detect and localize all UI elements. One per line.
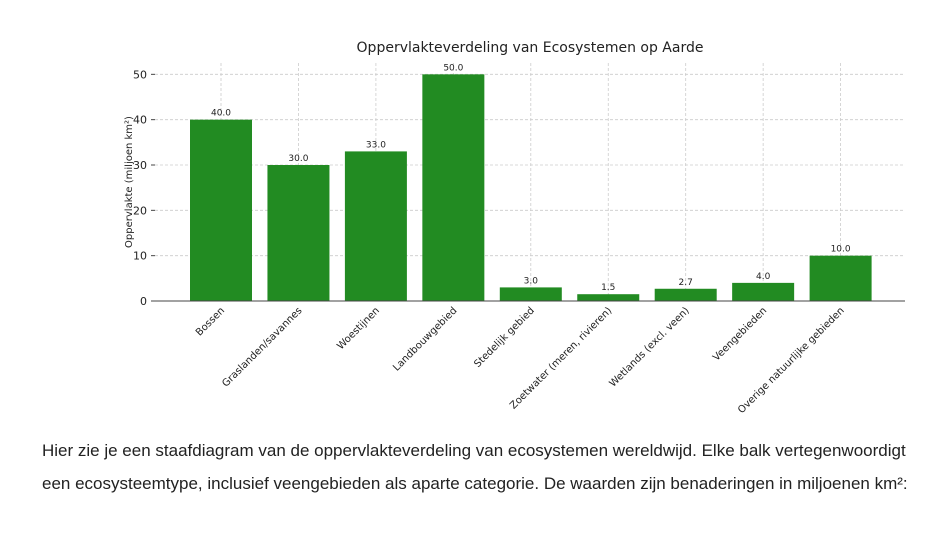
data-label: 40.0: [211, 109, 231, 119]
paragraph: Hier zie je een staafdiagram van de oppe…: [42, 441, 908, 493]
y-tick-label: 40: [133, 114, 147, 127]
x-tick-label: Veengebieden: [711, 305, 769, 363]
bar: [732, 282, 795, 301]
y-tick-label: 30: [133, 159, 147, 172]
y-tick-label: 0: [140, 295, 147, 308]
x-tick-label: Landbouwgebied: [391, 305, 459, 373]
chart-title: Oppervlakteverdeling van Ecosystemen op …: [357, 40, 704, 56]
y-axis-label: Oppervlakte (miljoen km²): [124, 116, 135, 248]
data-label: 1.5: [601, 283, 615, 293]
chart: Oppervlakteverdeling van Ecosystemen op …: [124, 40, 905, 416]
data-label: 2.7: [679, 278, 693, 288]
x-tick-label: Woestijnen: [335, 305, 382, 352]
bar: [809, 255, 872, 301]
data-label: 50.0: [443, 63, 463, 73]
data-label: 30.0: [288, 154, 308, 164]
bar: [190, 119, 252, 302]
bar: [499, 287, 562, 301]
x-tick-label: Stedelijk gebied: [472, 305, 537, 370]
y-tick-label: 20: [133, 204, 147, 217]
y-tick-label: 10: [133, 250, 147, 263]
bar: [267, 165, 330, 301]
x-tick-label: Wetlands (excl. veen): [608, 305, 692, 389]
bar: [577, 294, 640, 301]
y-tick-label: 50: [133, 68, 147, 81]
data-label: 3.0: [524, 276, 539, 286]
bar: [654, 288, 717, 301]
x-tick-label: Graslanden/savannes: [220, 305, 304, 389]
x-tick-label: Bossen: [194, 305, 227, 338]
bar: [422, 74, 485, 301]
data-label: 4.0: [756, 272, 771, 282]
bar: [344, 151, 407, 301]
data-label: 33.0: [366, 140, 386, 150]
data-label: 10.0: [831, 245, 851, 255]
